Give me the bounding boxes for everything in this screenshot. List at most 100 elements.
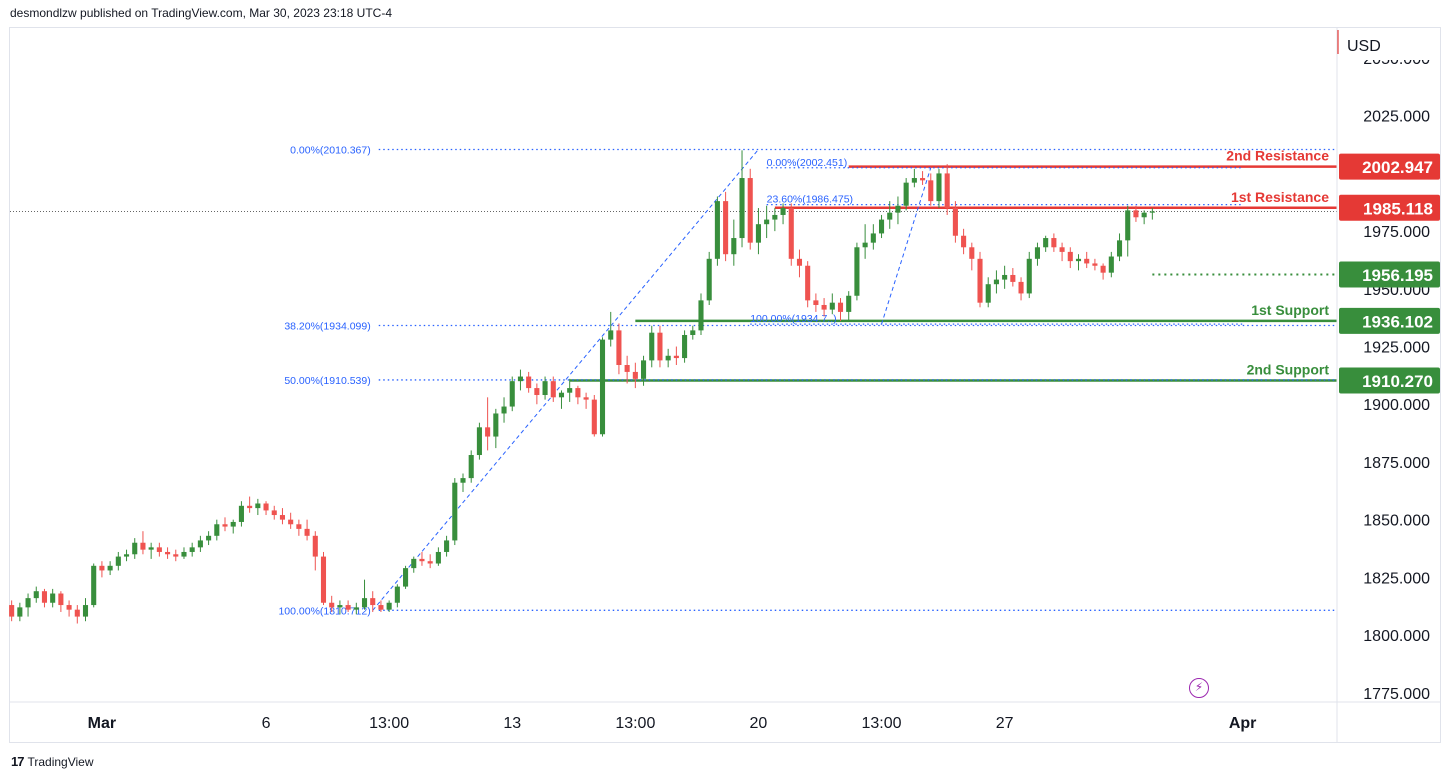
candle-body-90 bbox=[747, 178, 753, 243]
candle-81 bbox=[673, 346, 679, 365]
fib-b-trend-line bbox=[881, 167, 932, 325]
candle-body-125 bbox=[1034, 247, 1041, 259]
candle-82 bbox=[682, 330, 688, 363]
candle-body-12 bbox=[107, 565, 113, 571]
candle-body-121 bbox=[1002, 274, 1008, 280]
candle-body-101 bbox=[837, 302, 844, 312]
candle-body-73 bbox=[608, 330, 614, 340]
lightning-icon[interactable]: ⚡ bbox=[1189, 678, 1209, 698]
candle-body-114 bbox=[944, 173, 950, 209]
candle-body-116 bbox=[961, 235, 967, 248]
candle-body-76 bbox=[632, 371, 638, 379]
x-tick-5: 20 bbox=[750, 715, 768, 732]
price-label-0: 2002.947 bbox=[1362, 158, 1433, 177]
candle-84 bbox=[698, 293, 704, 335]
candle-0 bbox=[9, 600, 15, 622]
candle-body-128 bbox=[1059, 247, 1065, 252]
candle-68 bbox=[567, 378, 573, 402]
candle-89 bbox=[739, 150, 745, 248]
candle-99 bbox=[821, 298, 827, 317]
candle-33 bbox=[279, 508, 286, 525]
candle-23 bbox=[197, 535, 203, 552]
candle-112 bbox=[928, 173, 934, 206]
candle-20 bbox=[173, 549, 179, 562]
candle-80 bbox=[665, 348, 671, 368]
candle-29 bbox=[247, 496, 253, 513]
candle-71 bbox=[591, 395, 597, 437]
candle-body-81 bbox=[673, 355, 679, 359]
candle-126 bbox=[1043, 235, 1049, 252]
candle-body-93 bbox=[772, 214, 778, 220]
candle-62 bbox=[517, 369, 523, 391]
candle-8 bbox=[74, 605, 80, 624]
candle-body-118 bbox=[977, 258, 983, 303]
candle-124 bbox=[1026, 251, 1032, 299]
candle-35 bbox=[296, 519, 302, 536]
candle-136 bbox=[1125, 205, 1131, 257]
candle-body-5 bbox=[50, 593, 56, 603]
candle-83 bbox=[690, 325, 696, 340]
candle-body-68 bbox=[567, 388, 573, 393]
candle-39 bbox=[329, 595, 335, 612]
candle-94 bbox=[780, 203, 786, 225]
footer: 17 TradingView bbox=[11, 754, 94, 769]
candle-128 bbox=[1059, 242, 1065, 262]
candle-body-34 bbox=[288, 519, 294, 525]
candle-37 bbox=[312, 531, 318, 571]
candle-body-99 bbox=[821, 304, 827, 310]
candle-body-139 bbox=[1149, 211, 1155, 213]
y-axis: 2050.0002025.0001975.0001950.0001925.000… bbox=[1336, 28, 1440, 743]
candle-body-16 bbox=[140, 542, 146, 550]
y-tick-2: 1975.000 bbox=[1363, 224, 1430, 241]
candle-body-36 bbox=[304, 528, 310, 536]
candle-134 bbox=[1108, 251, 1114, 278]
footer-brand: TradingView bbox=[27, 754, 94, 769]
x-tick-8: Apr bbox=[1229, 715, 1257, 732]
y-tick-6: 1875.000 bbox=[1363, 455, 1430, 472]
candle-109 bbox=[903, 178, 909, 211]
candle-body-18 bbox=[156, 547, 162, 552]
candle-43 bbox=[361, 579, 368, 610]
candle-body-62 bbox=[517, 376, 523, 382]
candle-46 bbox=[386, 600, 392, 612]
candle-45 bbox=[378, 600, 384, 612]
candle-129 bbox=[1067, 247, 1073, 269]
candle-28 bbox=[238, 501, 244, 527]
candle-5 bbox=[50, 588, 56, 608]
candle-body-71 bbox=[591, 399, 597, 435]
candle-90 bbox=[747, 168, 753, 250]
candle-body-127 bbox=[1051, 238, 1057, 248]
candle-96 bbox=[796, 249, 803, 278]
candle-49 bbox=[411, 556, 417, 573]
candle-body-24 bbox=[206, 535, 212, 541]
candle-113 bbox=[936, 168, 942, 209]
candle-110 bbox=[911, 168, 917, 188]
fib-b-label-0: 0.00%(2002.451) bbox=[767, 157, 848, 169]
price-label-box-0 bbox=[1339, 153, 1440, 180]
candle-body-11 bbox=[99, 565, 105, 571]
candle-69 bbox=[575, 385, 581, 405]
candle-4 bbox=[41, 588, 48, 608]
candle-body-98 bbox=[813, 300, 819, 305]
candle-21 bbox=[181, 547, 187, 559]
candle-114 bbox=[944, 164, 950, 215]
candle-body-103 bbox=[854, 247, 860, 296]
candle-118 bbox=[977, 251, 983, 308]
candle-95 bbox=[788, 203, 794, 266]
candle-body-119 bbox=[985, 284, 991, 303]
currency-backdrop bbox=[1339, 30, 1439, 60]
candle-body-57 bbox=[476, 427, 482, 456]
candle-30 bbox=[255, 498, 261, 516]
price-label-box-1 bbox=[1339, 194, 1440, 221]
candle-body-107 bbox=[887, 212, 893, 220]
candle-body-35 bbox=[296, 524, 302, 529]
candle-body-10 bbox=[91, 565, 97, 606]
candle-body-51 bbox=[427, 561, 433, 564]
candle-body-66 bbox=[550, 381, 556, 398]
candle-body-75 bbox=[624, 365, 630, 372]
candle-body-94 bbox=[780, 208, 786, 215]
x-axis: Mar 6 13:00 13 13:00 20 13:00 27 Apr bbox=[10, 701, 1440, 732]
candle-44 bbox=[370, 591, 376, 612]
candle-body-22 bbox=[189, 547, 195, 552]
